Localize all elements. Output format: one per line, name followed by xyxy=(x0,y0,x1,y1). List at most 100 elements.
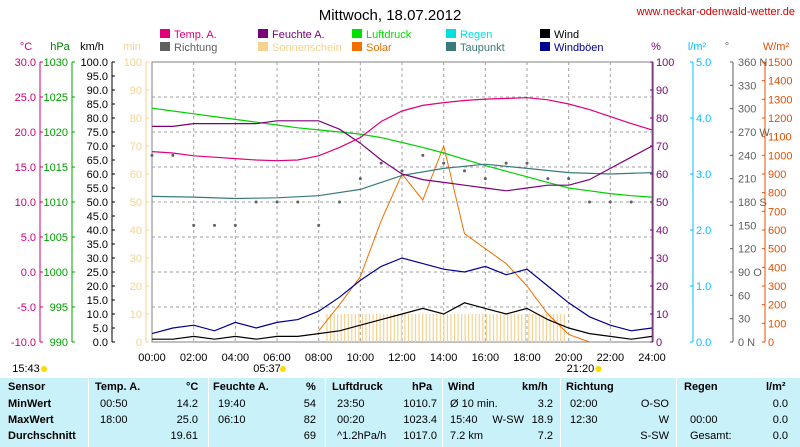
direction-point xyxy=(275,200,279,204)
axis-tick-label-direction: 360 N xyxy=(738,57,767,69)
axis-tick-label-solar: 800 xyxy=(768,188,786,200)
axis-tick-label-humidity: 10 xyxy=(656,309,668,321)
axis-tick-label-sunshine: 20 xyxy=(130,281,142,293)
direction-point xyxy=(254,200,258,204)
hdr-dir: Richtung xyxy=(566,381,614,393)
axis-tick-label-direction: 60 xyxy=(738,290,750,302)
weather-chart: Mittwoch, 18.07.2012 www.neckar-odenwald-… xyxy=(11,6,795,375)
sunset-icon xyxy=(595,366,602,372)
axis-label-rain: l/m² xyxy=(688,41,707,53)
hdr-press: Luftdruck xyxy=(332,381,383,393)
wind-time: 7.2 km xyxy=(450,430,484,442)
table-header: Sensor Temp. A. °C Feuchte A. % Luftdruc… xyxy=(0,381,800,398)
wind-value: 7.2 xyxy=(537,430,553,442)
axis-label-sunshine: min xyxy=(123,41,141,53)
axis-tick-label-solar: 1400 xyxy=(768,76,792,88)
direction-point xyxy=(608,200,612,204)
axis-tick-label-humidity: 50 xyxy=(656,197,668,209)
axis-tick-label-sunshine: 10 xyxy=(130,309,142,321)
temp-time: 18:00 xyxy=(100,414,128,426)
axis-tick-label-solar: 1200 xyxy=(768,113,792,125)
axis-tick-label-direction: 150 xyxy=(738,220,756,232)
axis-tick-label-temp: 20.0 xyxy=(15,127,36,139)
x-tick-label: 24:00 xyxy=(638,352,666,364)
axis-tick-label-rain: 3.0 xyxy=(696,169,711,181)
axis-tick-label-wind: 25.0 xyxy=(87,267,108,279)
direction-point xyxy=(338,200,341,204)
legend-label: Luftdruck xyxy=(366,29,412,41)
legend-label: Regen xyxy=(460,29,492,41)
legend-label: Richtung xyxy=(174,42,217,54)
legend-swatch xyxy=(352,42,362,51)
axis-tick-label-wind: 60.0 xyxy=(87,169,108,181)
axis-tick-label-temp: -5.0 xyxy=(17,302,36,314)
axis-tick-label-pressure: 1030 xyxy=(44,57,68,69)
legend-label: Feuchte A. xyxy=(272,29,325,41)
axis-tick-label-temp: 25.0 xyxy=(15,92,36,104)
temp-time: 00:50 xyxy=(100,398,128,410)
axis-tick-label-wind: 80.0 xyxy=(87,113,108,125)
press-value: 1023.4 xyxy=(403,414,437,426)
x-tick-label: 18:00 xyxy=(513,352,541,364)
axis-tick-label-pressure: 1010 xyxy=(44,197,68,209)
axis-tick-label-direction: 240 xyxy=(738,150,756,162)
direction-point xyxy=(629,200,633,204)
legend-swatch xyxy=(160,29,170,38)
dir-time: 02:00 xyxy=(570,398,598,410)
temp-line xyxy=(151,97,653,162)
humidity-line xyxy=(152,120,653,192)
axis-tick-label-sunshine: 0 xyxy=(136,337,142,349)
axis-label-humidity: % xyxy=(651,41,661,53)
axis-tick-label-humidity: 90 xyxy=(656,85,668,97)
axis-tick-label-wind: 30.0 xyxy=(87,253,108,265)
axis-tick-label-humidity: 100 xyxy=(656,57,674,69)
axis-tick-label-temp: 15.0 xyxy=(15,162,36,174)
direction-point xyxy=(400,169,404,173)
axis-tick-label-pressure: 1015 xyxy=(44,162,68,174)
hdr-temp-unit: °C xyxy=(186,381,199,393)
axis-label-solar: W/m² xyxy=(763,41,790,53)
pressure-line xyxy=(151,107,653,198)
axis-tick-label-wind: 50.0 xyxy=(87,197,108,209)
axis-tick-label-direction: 90 O xyxy=(738,267,762,279)
row-label: MinWert xyxy=(8,398,52,410)
direction-point xyxy=(525,161,529,165)
axis-label-direction: ° xyxy=(725,41,729,53)
hdr-temp: Temp. A. xyxy=(95,381,141,393)
x-tick-label: 22:00 xyxy=(597,352,625,364)
axis-tick-label-pressure: 1025 xyxy=(44,92,68,104)
axis-tick-label-sunshine: 60 xyxy=(130,169,142,181)
axis-tick-label-direction: 0 N xyxy=(738,337,755,349)
axis-tick-label-direction: 330 xyxy=(738,80,756,92)
x-tick-label: 10:00 xyxy=(347,352,375,364)
axis-tick-label-rain: 2.0 xyxy=(696,225,711,237)
dewpoint-line xyxy=(151,163,653,200)
direction-point xyxy=(650,200,654,204)
axis-tick-label-temp: 30.0 xyxy=(15,57,36,69)
axis-tick-label-sunshine: 100 xyxy=(124,57,142,69)
axis-tick-label-solar: 700 xyxy=(768,206,786,218)
axis-tick-label-solar: 1000 xyxy=(768,150,792,162)
direction-point xyxy=(379,161,383,165)
solar-line xyxy=(318,144,590,343)
dir-value: S-SW xyxy=(640,430,669,442)
legend-swatch xyxy=(446,29,456,38)
direction-point xyxy=(150,153,154,157)
press-time: 00:20 xyxy=(337,414,365,426)
axis-tick-label-wind: 100.0 xyxy=(80,57,108,69)
x-tick-label: 08:00 xyxy=(305,352,333,364)
axis-tick-label-wind: 65.0 xyxy=(87,155,108,167)
wind-time: 15:40 xyxy=(450,414,478,426)
axis-tick-label-pressure: 1005 xyxy=(44,232,68,244)
axis-tick-label-wind: 0.0 xyxy=(93,337,108,349)
wind-value: 18.9 xyxy=(531,414,553,426)
axis-tick-label-direction: 180 S xyxy=(738,197,767,209)
axis-tick-label-rain: 0.0 xyxy=(696,337,711,349)
direction-point xyxy=(213,223,216,227)
summary-table: Sensor Temp. A. °C Feuchte A. % Luftdruc… xyxy=(0,378,800,447)
table-row: MinWert 00:50 14.2 19:40 54 23:50 1010.7 Ø 10 m… xyxy=(0,398,800,415)
legend-label: Wind xyxy=(554,29,579,41)
hum-value: 69 xyxy=(303,430,316,442)
legend-swatch xyxy=(446,42,456,51)
moonrise-label: 15:43 xyxy=(12,363,40,375)
